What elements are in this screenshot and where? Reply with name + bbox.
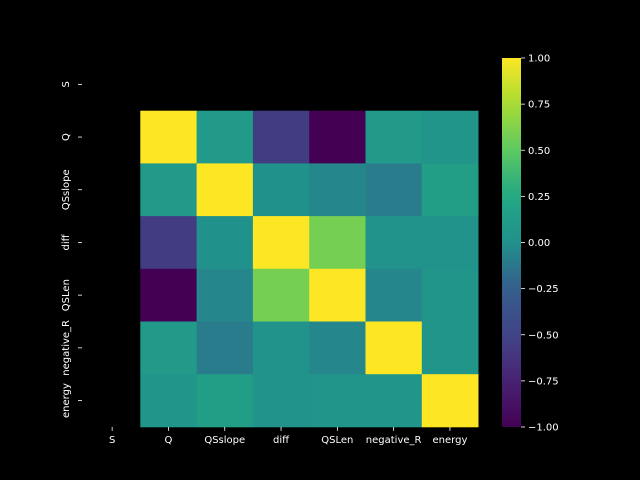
heatmap-cell-negative_R-QSslope — [196, 321, 254, 375]
x-axis-labels: S Q QSslope diff QSLen negative_R energy — [109, 426, 468, 446]
heatmap-cell-negative_R-diff — [252, 321, 310, 375]
heatmap-cell-Q-negative_R — [365, 110, 423, 164]
x-tick-label-diff: diff — [273, 435, 290, 446]
heatmap-cell-energy-QSLen — [309, 374, 366, 428]
x-tick-label-QSslope: QSslope — [204, 435, 245, 446]
y-tick-label-Q: Q — [61, 133, 72, 141]
heatmap-cell-QSslope-QSslope — [196, 163, 254, 217]
heatmap-cell-energy-QSslope — [196, 374, 254, 428]
y-tick-label-negative_R: negative_R — [61, 320, 72, 376]
x-tick-label-QSLen: QSLen — [321, 435, 353, 446]
y-tick-label-S: S — [61, 81, 72, 87]
heatmap-cell-Q-energy — [421, 110, 479, 164]
heatmap-cell-Q-QSLen — [309, 110, 366, 164]
heatmap-cell-QSLen-negative_R — [365, 268, 423, 322]
colorbar-tick-label: 1.00 — [528, 54, 550, 65]
colorbar-gradient — [502, 58, 521, 427]
heatmap-cell-negative_R-negative_R — [365, 321, 423, 375]
heatmap-cell-QSLen-diff — [252, 268, 310, 322]
heatmap-cell-QSslope-Q — [140, 163, 197, 217]
heatmap-cell-QSslope-negative_R — [365, 163, 423, 217]
heatmap-cell-negative_R-Q — [140, 321, 197, 375]
heatmap-cell-QSLen-Q — [140, 268, 197, 322]
x-tick-label-negative_R: negative_R — [366, 435, 422, 446]
colorbar: 1.00 0.75 0.50 0.25 0.00 −0.25 −0.50 −0.75 −1.00 — [502, 54, 559, 434]
colorbar-tick-label: −0.50 — [528, 330, 559, 341]
y-tick-label-QSLen: QSLen — [61, 279, 72, 311]
heatmap-cell-energy-negative_R — [365, 374, 423, 428]
heatmap-cell-diff-diff — [252, 216, 310, 270]
heatmap-cell-Q-diff — [252, 110, 310, 164]
y-tick-label-QSslope: QSslope — [61, 169, 72, 210]
colorbar-tick-label: 0.00 — [528, 238, 550, 249]
x-tick-label-Q: Q — [165, 435, 173, 446]
heatmap-cell-diff-QSLen — [309, 216, 366, 270]
heatmap-cell-QSLen-QSLen — [309, 268, 366, 322]
heatmap-cell-Q-QSslope — [196, 110, 254, 164]
heatmap-cell-diff-QSslope — [196, 216, 254, 270]
heatmap-cell-QSLen-energy — [421, 268, 479, 322]
colorbar-tick-label: 0.75 — [528, 100, 550, 111]
heatmap-cell-QSLen-QSslope — [196, 268, 254, 322]
heatmap-cells — [140, 110, 479, 428]
colorbar-tick-label: −0.25 — [528, 284, 559, 295]
y-tick-label-diff: diff — [61, 233, 72, 250]
heatmap-cell-energy-diff — [252, 374, 310, 428]
heatmap-cell-QSslope-diff — [252, 163, 310, 217]
colorbar-tick-label: −0.75 — [528, 376, 559, 387]
heatmap-cell-diff-energy — [421, 216, 479, 270]
heatmap-cell-diff-negative_R — [365, 216, 423, 270]
y-tick-label-energy: energy — [61, 383, 72, 418]
x-tick-label-energy: energy — [433, 435, 468, 446]
heatmap-cell-negative_R-QSLen — [309, 321, 366, 375]
colorbar-tick-label: −1.00 — [528, 423, 559, 434]
heatmap-cell-negative_R-energy — [421, 321, 479, 375]
heatmap-cell-energy-Q — [140, 374, 197, 428]
heatmap-cell-QSslope-energy — [421, 163, 479, 217]
x-tick-label-S: S — [109, 435, 115, 446]
heatmap-cell-diff-Q — [140, 216, 197, 270]
heatmap-cell-energy-energy — [421, 374, 479, 428]
colorbar-tick-label: 0.50 — [528, 146, 550, 157]
heatmap-cell-Q-Q — [140, 110, 197, 164]
heatmap-cell-QSslope-QSLen — [309, 163, 366, 217]
colorbar-tick-label: 0.25 — [528, 192, 550, 203]
